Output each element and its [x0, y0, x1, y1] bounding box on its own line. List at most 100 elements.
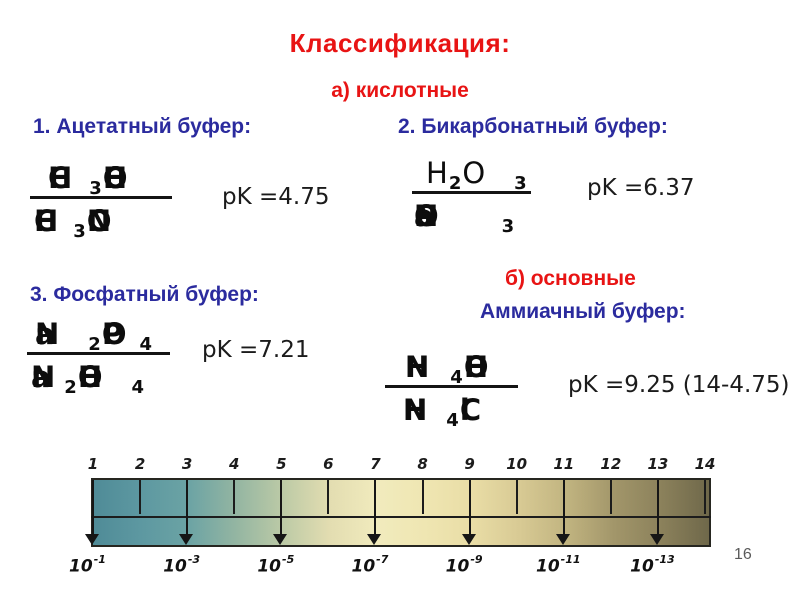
formula-letter: a	[414, 199, 434, 233]
subscript: 4	[446, 410, 459, 431]
spacer	[126, 348, 138, 349]
formula-letter: C	[459, 393, 482, 427]
subscript: 4	[131, 377, 144, 398]
scale-divider	[139, 480, 142, 514]
scale-midline	[91, 516, 711, 518]
label-exponent: -11	[560, 553, 581, 566]
formula-letter: N	[403, 393, 428, 427]
down-arrow-icon	[656, 480, 659, 536]
section-acidic-label: а) кислотные	[331, 79, 469, 102]
down-arrow-icon	[562, 480, 565, 536]
formula-letter: a	[31, 360, 51, 394]
formula-letter: O	[101, 317, 127, 351]
formula-letter: H	[463, 350, 489, 384]
ph-number: 1	[87, 455, 99, 473]
label-base: 10	[445, 556, 470, 577]
concentration-label: 10-7	[333, 553, 405, 577]
label-base: 10	[257, 556, 282, 577]
ph-number: 5	[276, 455, 287, 473]
fraction-bar	[30, 196, 172, 199]
formula-letter: H	[102, 161, 128, 195]
spacer	[429, 381, 449, 382]
down-arrow-icon	[461, 534, 476, 545]
label-base: 10	[630, 556, 654, 577]
scale-divider	[327, 480, 330, 514]
scale-divider	[704, 480, 706, 514]
ph-number: 2	[134, 455, 146, 473]
subscript: 3	[89, 178, 102, 199]
ph-number: 7	[370, 455, 381, 473]
spacer	[427, 424, 445, 425]
formula-letter: O	[102, 161, 128, 195]
formula-letter: P	[101, 317, 124, 351]
formula-letter: O	[86, 204, 112, 238]
formula-letter: N	[35, 317, 60, 351]
subscript: 3	[73, 221, 86, 242]
ph-number: 3	[181, 455, 193, 473]
down-arrow-icon	[649, 534, 664, 545]
concentration-label: 10-5	[239, 553, 311, 577]
down-arrow-icon	[179, 534, 194, 545]
scale-divider	[421, 480, 424, 514]
ph-number: 10	[506, 455, 528, 473]
subscript: 2	[88, 334, 101, 355]
down-arrow-icon	[186, 480, 189, 536]
down-arrow-icon	[374, 480, 377, 536]
formula-letter: O	[77, 360, 103, 394]
fraction-bar	[27, 352, 170, 355]
spacer	[439, 230, 501, 231]
formula-letter: O	[463, 350, 489, 384]
section-basic-label: б) основные	[505, 267, 636, 290]
ph-number: 12	[600, 455, 622, 473]
ph-number: 9	[464, 455, 475, 473]
down-arrow-icon	[273, 534, 288, 545]
fraction-bar	[385, 385, 518, 388]
buffer-3-heading: 3. Фосфатный буфер:	[30, 283, 259, 306]
label-exponent: -9	[470, 553, 483, 566]
formula-letter: H	[405, 350, 430, 384]
buffer-2-heading: 2. Бикарбонатный буфер:	[398, 115, 668, 138]
concentration-label: 10-9	[428, 553, 500, 577]
label-exponent: -7	[376, 553, 389, 566]
spacer	[102, 391, 130, 392]
formula-letter: a	[35, 317, 55, 351]
concentration-label: 10-1	[51, 553, 123, 577]
formula-letter: C	[48, 161, 70, 195]
down-arrow-icon	[92, 480, 94, 536]
subscript: 3	[514, 173, 527, 194]
subscript: 3	[501, 216, 515, 237]
buffer-1-heading: 1. Ацетатный буфер:	[33, 115, 252, 138]
formula-letter: N	[31, 360, 56, 394]
fraction-bar	[412, 191, 531, 194]
page-number: 16	[734, 546, 752, 563]
subscript: 2	[448, 173, 462, 194]
buffer-4-pk-value: pK =9.25 (14-4.75)	[568, 372, 790, 398]
formula-letter: N	[86, 204, 112, 238]
ph-number: 4	[229, 455, 240, 473]
formula-letter: O	[414, 199, 439, 233]
scale-divider	[515, 480, 518, 514]
subscript: 2	[64, 377, 77, 398]
subscript: 4	[139, 334, 152, 355]
formula-letter: H	[48, 161, 73, 195]
formula-letter: C	[34, 204, 56, 238]
down-arrow-icon	[280, 480, 283, 536]
spacer	[58, 235, 72, 236]
buffer-4-heading: Аммиачный буфер:	[480, 300, 686, 323]
slide-title: Классификация:	[289, 28, 511, 58]
